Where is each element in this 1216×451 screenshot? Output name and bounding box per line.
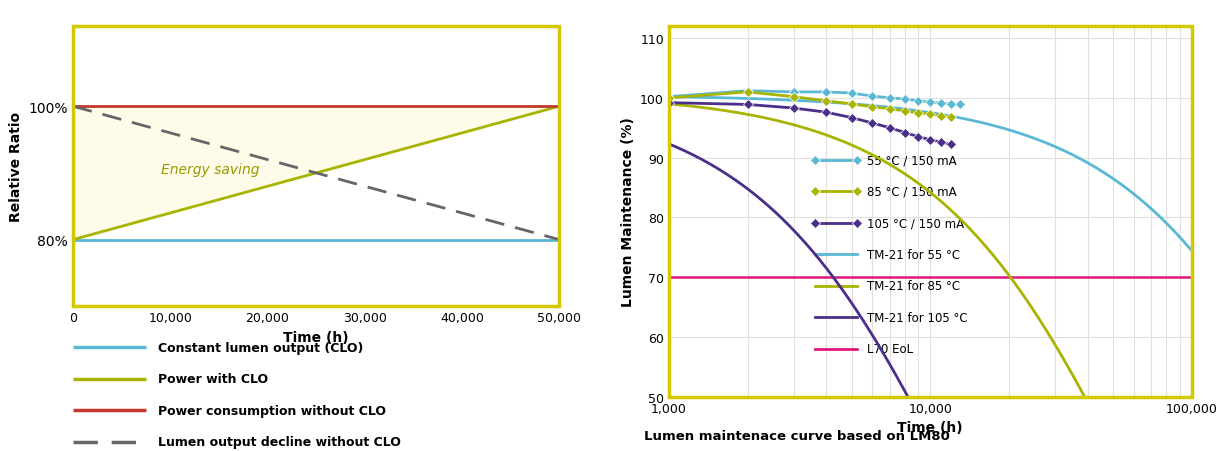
Text: 85 °C / 150 mA: 85 °C / 150 mA — [867, 185, 957, 198]
Text: Energy saving: Energy saving — [161, 162, 259, 176]
Bar — [73, 27, 559, 307]
Text: Lumen maintenace curve based on LM80: Lumen maintenace curve based on LM80 — [644, 429, 951, 442]
Y-axis label: Lumen Maintenance (%): Lumen Maintenance (%) — [620, 117, 635, 307]
Text: Power with CLO: Power with CLO — [158, 373, 269, 385]
Text: TM-21 for 55 °C: TM-21 for 55 °C — [867, 248, 961, 261]
Text: TM-21 for 85 °C: TM-21 for 85 °C — [867, 280, 961, 292]
Text: Lumen output decline without CLO: Lumen output decline without CLO — [158, 436, 401, 448]
Text: Constant lumen output (CLO): Constant lumen output (CLO) — [158, 341, 364, 354]
Text: 55 °C / 150 mA: 55 °C / 150 mA — [867, 154, 957, 167]
Text: TM-21 for 105 °C: TM-21 for 105 °C — [867, 311, 968, 324]
X-axis label: Time (h): Time (h) — [897, 420, 963, 434]
Bar — [669, 27, 1192, 397]
Text: Power consumption without CLO: Power consumption without CLO — [158, 404, 387, 417]
Y-axis label: Relative Ratio: Relative Ratio — [9, 112, 23, 222]
Text: L70 EoL: L70 EoL — [867, 342, 913, 355]
Text: 105 °C / 150 mA: 105 °C / 150 mA — [867, 216, 964, 230]
X-axis label: Time (h): Time (h) — [283, 330, 349, 344]
